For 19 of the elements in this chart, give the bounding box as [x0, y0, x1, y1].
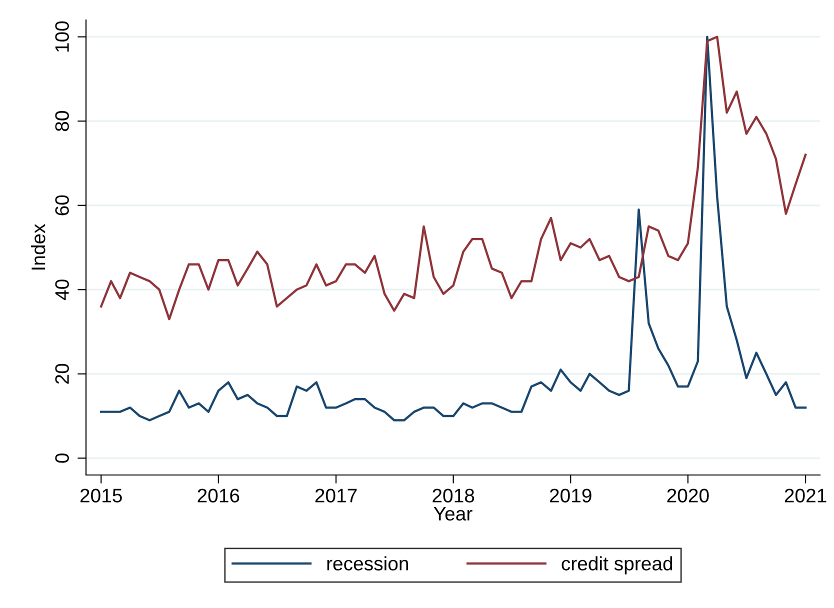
x-tick-label: 2019	[550, 488, 592, 502]
y-tick-label: 40	[55, 280, 69, 300]
line-series	[100, 36, 807, 320]
y-tick-label: 80	[55, 111, 69, 132]
y-tick-label: 0	[55, 454, 69, 463]
legend-label: credit spread	[562, 556, 672, 574]
x-tick-label: 2015	[80, 488, 122, 502]
legend-label: recession	[327, 556, 408, 570]
y-tick-label: 60	[55, 195, 69, 216]
x-axis-title: Year	[434, 507, 472, 521]
x-tick-label: 2020	[667, 488, 709, 502]
y-axis-title: Index	[31, 224, 46, 270]
line-series	[100, 36, 807, 422]
x-tick-label: 2016	[198, 488, 240, 502]
y-tick-label: 100	[55, 21, 69, 52]
y-tick-label: 20	[55, 364, 69, 384]
x-tick-label: 2018	[432, 488, 474, 502]
x-tick-label: 2017	[315, 488, 357, 502]
x-tick-label: 2021	[784, 488, 826, 502]
